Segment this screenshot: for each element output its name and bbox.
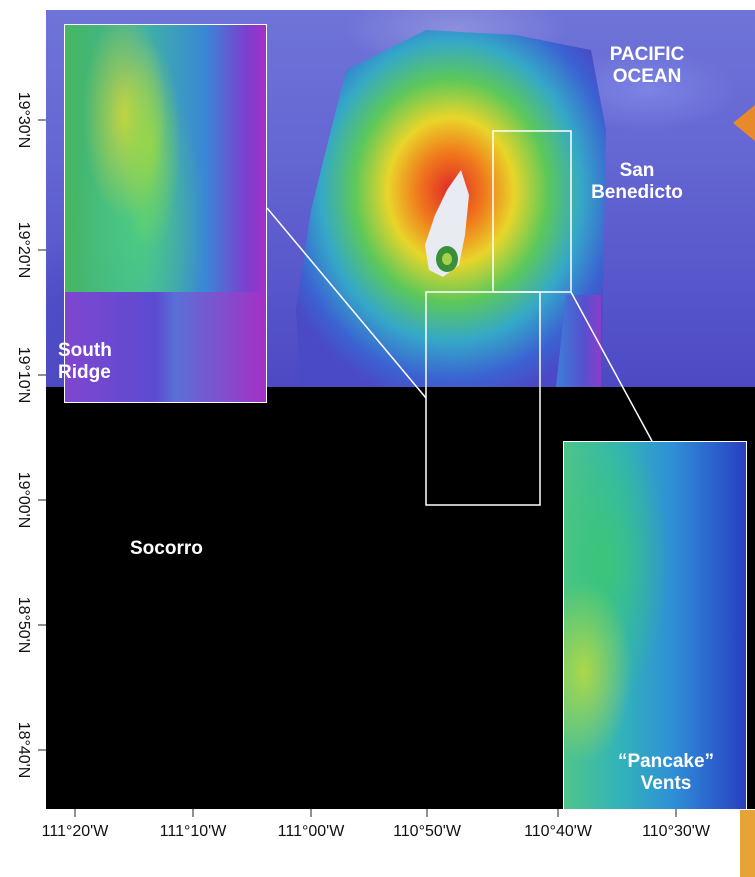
east-survey-lobe — [556, 295, 601, 387]
x-tick-label: 110°50'W — [393, 823, 461, 840]
inset-south-ridge — [64, 24, 267, 403]
x-tick-label: 110°30'W — [642, 823, 710, 840]
x-tick-label: 111°20'W — [41, 823, 109, 840]
locator-overlay — [266, 130, 653, 506]
label-san-benedicto-line1: San — [619, 160, 655, 181]
label-south-ridge: South Ridge — [58, 340, 168, 384]
y-tick-label: 19°20'N — [15, 221, 32, 279]
locator-box-pancake-vents — [492, 130, 572, 293]
orange-edge-bar — [740, 810, 755, 877]
label-pancake-vents-line2: Vents — [640, 773, 692, 794]
south-ridge-deep — [65, 292, 266, 402]
x-axis-ticks — [74, 809, 677, 817]
island-san-benedicto — [425, 170, 469, 277]
y-tick-label: 18°40'N — [15, 721, 32, 779]
map-frame — [46, 10, 755, 809]
connector-line-pancake-vents — [570, 291, 653, 442]
orange-arrow-marker — [733, 105, 755, 141]
x-tick-label: 111°00'W — [277, 823, 345, 840]
connector-line-south-ridge — [266, 207, 427, 399]
x-tick-label: 110°40'W — [524, 823, 592, 840]
label-san-benedicto: San Benedicto — [582, 160, 692, 204]
y-tick-label: 19°00'N — [15, 471, 32, 529]
label-pacific-ocean: PACIFIC OCEAN — [592, 44, 702, 88]
y-tick-label: 19°10'N — [15, 346, 32, 404]
label-south-ridge-line1: South — [58, 340, 112, 361]
south-ridge-relief — [105, 25, 195, 325]
label-socorro: Socorro — [130, 538, 203, 559]
y-axis-ticks — [38, 119, 46, 751]
label-pancake-vents: “Pancake” Vents — [594, 751, 738, 795]
y-tick-label: 19°30'N — [15, 91, 32, 149]
label-pacific-line1: PACIFIC — [609, 44, 685, 65]
inset-pancake-vents — [563, 441, 747, 809]
locator-box-south-ridge — [425, 291, 541, 506]
label-south-ridge-line2: Ridge — [58, 362, 111, 383]
label-san-benedicto-line2: Benedicto — [591, 182, 683, 203]
x-tick-label: 111°10'W — [159, 823, 227, 840]
y-tick-label: 18°50'N — [15, 596, 32, 654]
label-pacific-line2: OCEAN — [612, 66, 682, 87]
label-pancake-vents-line1: “Pancake” — [617, 751, 715, 772]
